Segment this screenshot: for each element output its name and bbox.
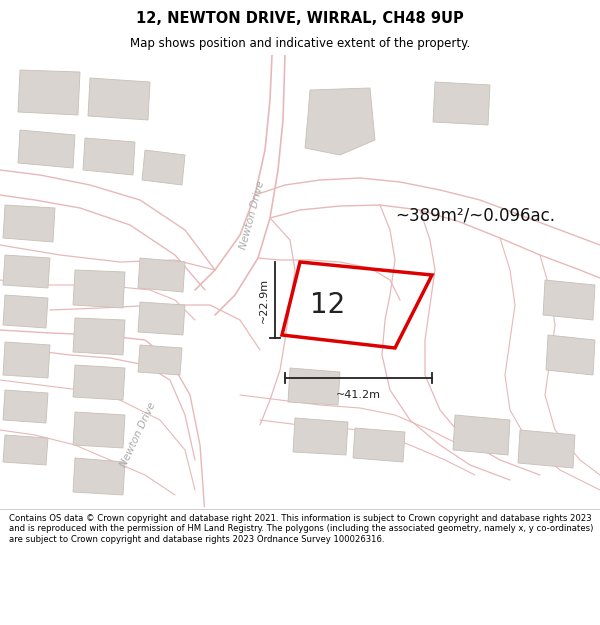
Text: Map shows position and indicative extent of the property.: Map shows position and indicative extent… bbox=[130, 38, 470, 51]
Polygon shape bbox=[3, 295, 48, 328]
Text: ~389m²/~0.096ac.: ~389m²/~0.096ac. bbox=[395, 206, 555, 224]
Text: Contains OS data © Crown copyright and database right 2021. This information is : Contains OS data © Crown copyright and d… bbox=[9, 514, 593, 544]
Polygon shape bbox=[138, 345, 182, 375]
Polygon shape bbox=[288, 368, 340, 405]
Text: 12: 12 bbox=[310, 291, 345, 319]
Polygon shape bbox=[3, 342, 50, 378]
Polygon shape bbox=[353, 428, 405, 462]
Polygon shape bbox=[83, 138, 135, 175]
Polygon shape bbox=[138, 302, 185, 335]
Polygon shape bbox=[73, 270, 125, 308]
Polygon shape bbox=[433, 82, 490, 125]
Polygon shape bbox=[453, 415, 510, 455]
Polygon shape bbox=[18, 130, 75, 168]
Polygon shape bbox=[138, 258, 185, 292]
Polygon shape bbox=[3, 435, 48, 465]
Polygon shape bbox=[18, 70, 80, 115]
Text: ~41.2m: ~41.2m bbox=[336, 390, 381, 400]
Polygon shape bbox=[546, 335, 595, 375]
Polygon shape bbox=[73, 318, 125, 355]
Polygon shape bbox=[305, 88, 375, 155]
Polygon shape bbox=[73, 412, 125, 448]
Polygon shape bbox=[3, 390, 48, 423]
Text: 12, NEWTON DRIVE, WIRRAL, CH48 9UP: 12, NEWTON DRIVE, WIRRAL, CH48 9UP bbox=[136, 11, 464, 26]
Polygon shape bbox=[3, 255, 50, 288]
Text: ~22.9m: ~22.9m bbox=[259, 278, 269, 322]
Polygon shape bbox=[88, 78, 150, 120]
Polygon shape bbox=[543, 280, 595, 320]
Polygon shape bbox=[518, 430, 575, 468]
Text: Newton Drive: Newton Drive bbox=[119, 401, 157, 469]
Text: Newton Drive: Newton Drive bbox=[238, 179, 266, 251]
Polygon shape bbox=[293, 418, 348, 455]
Polygon shape bbox=[3, 205, 55, 242]
Polygon shape bbox=[142, 150, 185, 185]
Polygon shape bbox=[73, 458, 125, 495]
Polygon shape bbox=[73, 365, 125, 400]
